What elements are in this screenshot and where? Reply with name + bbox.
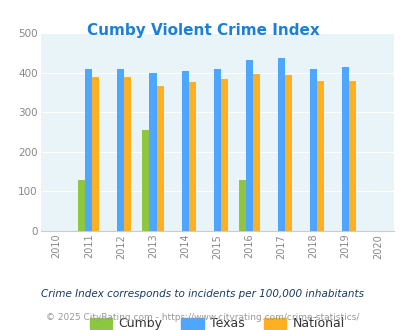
Bar xyxy=(124,77,131,231)
Text: Cumby Violent Crime Index: Cumby Violent Crime Index xyxy=(86,23,319,38)
Bar xyxy=(316,81,323,231)
Bar xyxy=(238,180,245,231)
Bar xyxy=(85,69,92,231)
Bar xyxy=(92,77,99,231)
Bar xyxy=(213,69,220,231)
Bar xyxy=(142,130,149,231)
Bar xyxy=(309,69,316,231)
Text: Crime Index corresponds to incidents per 100,000 inhabitants: Crime Index corresponds to incidents per… xyxy=(41,289,364,299)
Bar xyxy=(117,69,124,231)
Bar xyxy=(348,81,355,231)
Bar xyxy=(181,71,188,231)
Bar xyxy=(220,79,227,231)
Bar xyxy=(341,67,348,231)
Bar xyxy=(156,86,163,231)
Text: © 2025 CityRating.com - https://www.cityrating.com/crime-statistics/: © 2025 CityRating.com - https://www.city… xyxy=(46,313,359,322)
Bar xyxy=(245,59,252,231)
Bar xyxy=(78,180,85,231)
Bar xyxy=(149,73,156,231)
Bar xyxy=(284,75,291,231)
Legend: Cumby, Texas, National: Cumby, Texas, National xyxy=(85,313,349,330)
Bar xyxy=(252,74,259,231)
Bar xyxy=(277,58,284,231)
Bar xyxy=(188,82,195,231)
